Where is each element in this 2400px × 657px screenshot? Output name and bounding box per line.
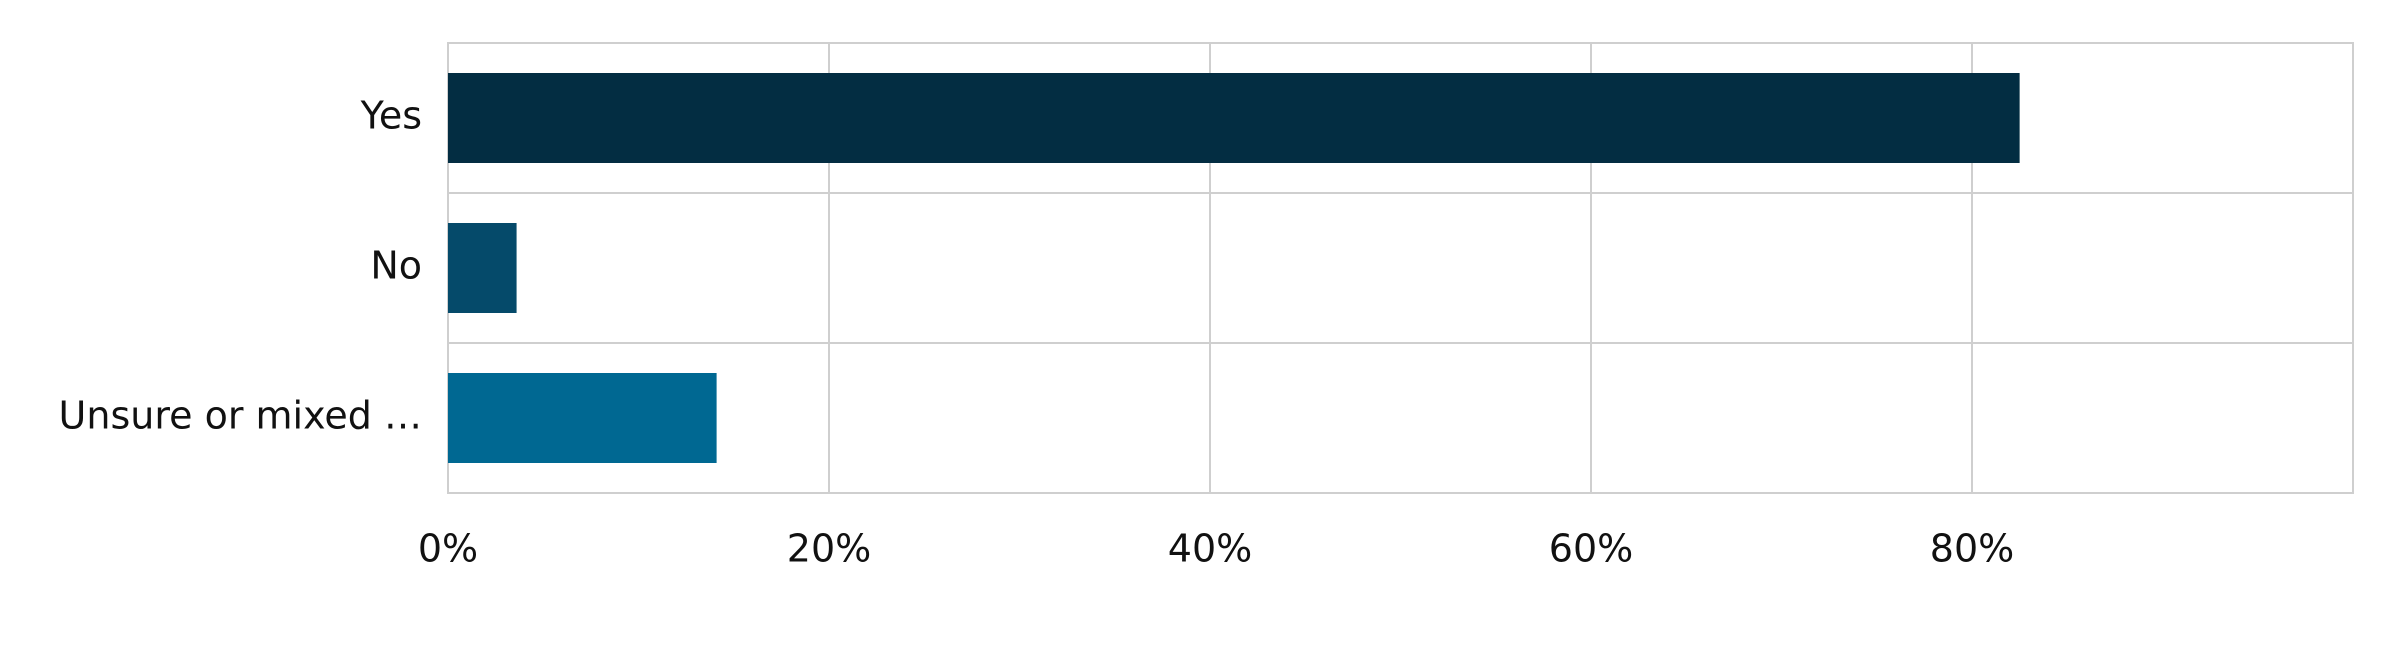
x-tick-label: 40% (1168, 527, 1252, 571)
x-tick-label: 0% (418, 527, 478, 571)
y-tick-label: Yes (360, 94, 422, 138)
bar (448, 73, 2020, 163)
bar (448, 223, 517, 313)
x-tick-label: 60% (1549, 527, 1633, 571)
bar (448, 373, 717, 463)
y-tick-label: No (370, 244, 422, 288)
y-tick-label: Unsure or mixed … (59, 394, 422, 438)
x-tick-label: 80% (1930, 527, 2014, 571)
x-tick-label: 20% (787, 527, 871, 571)
